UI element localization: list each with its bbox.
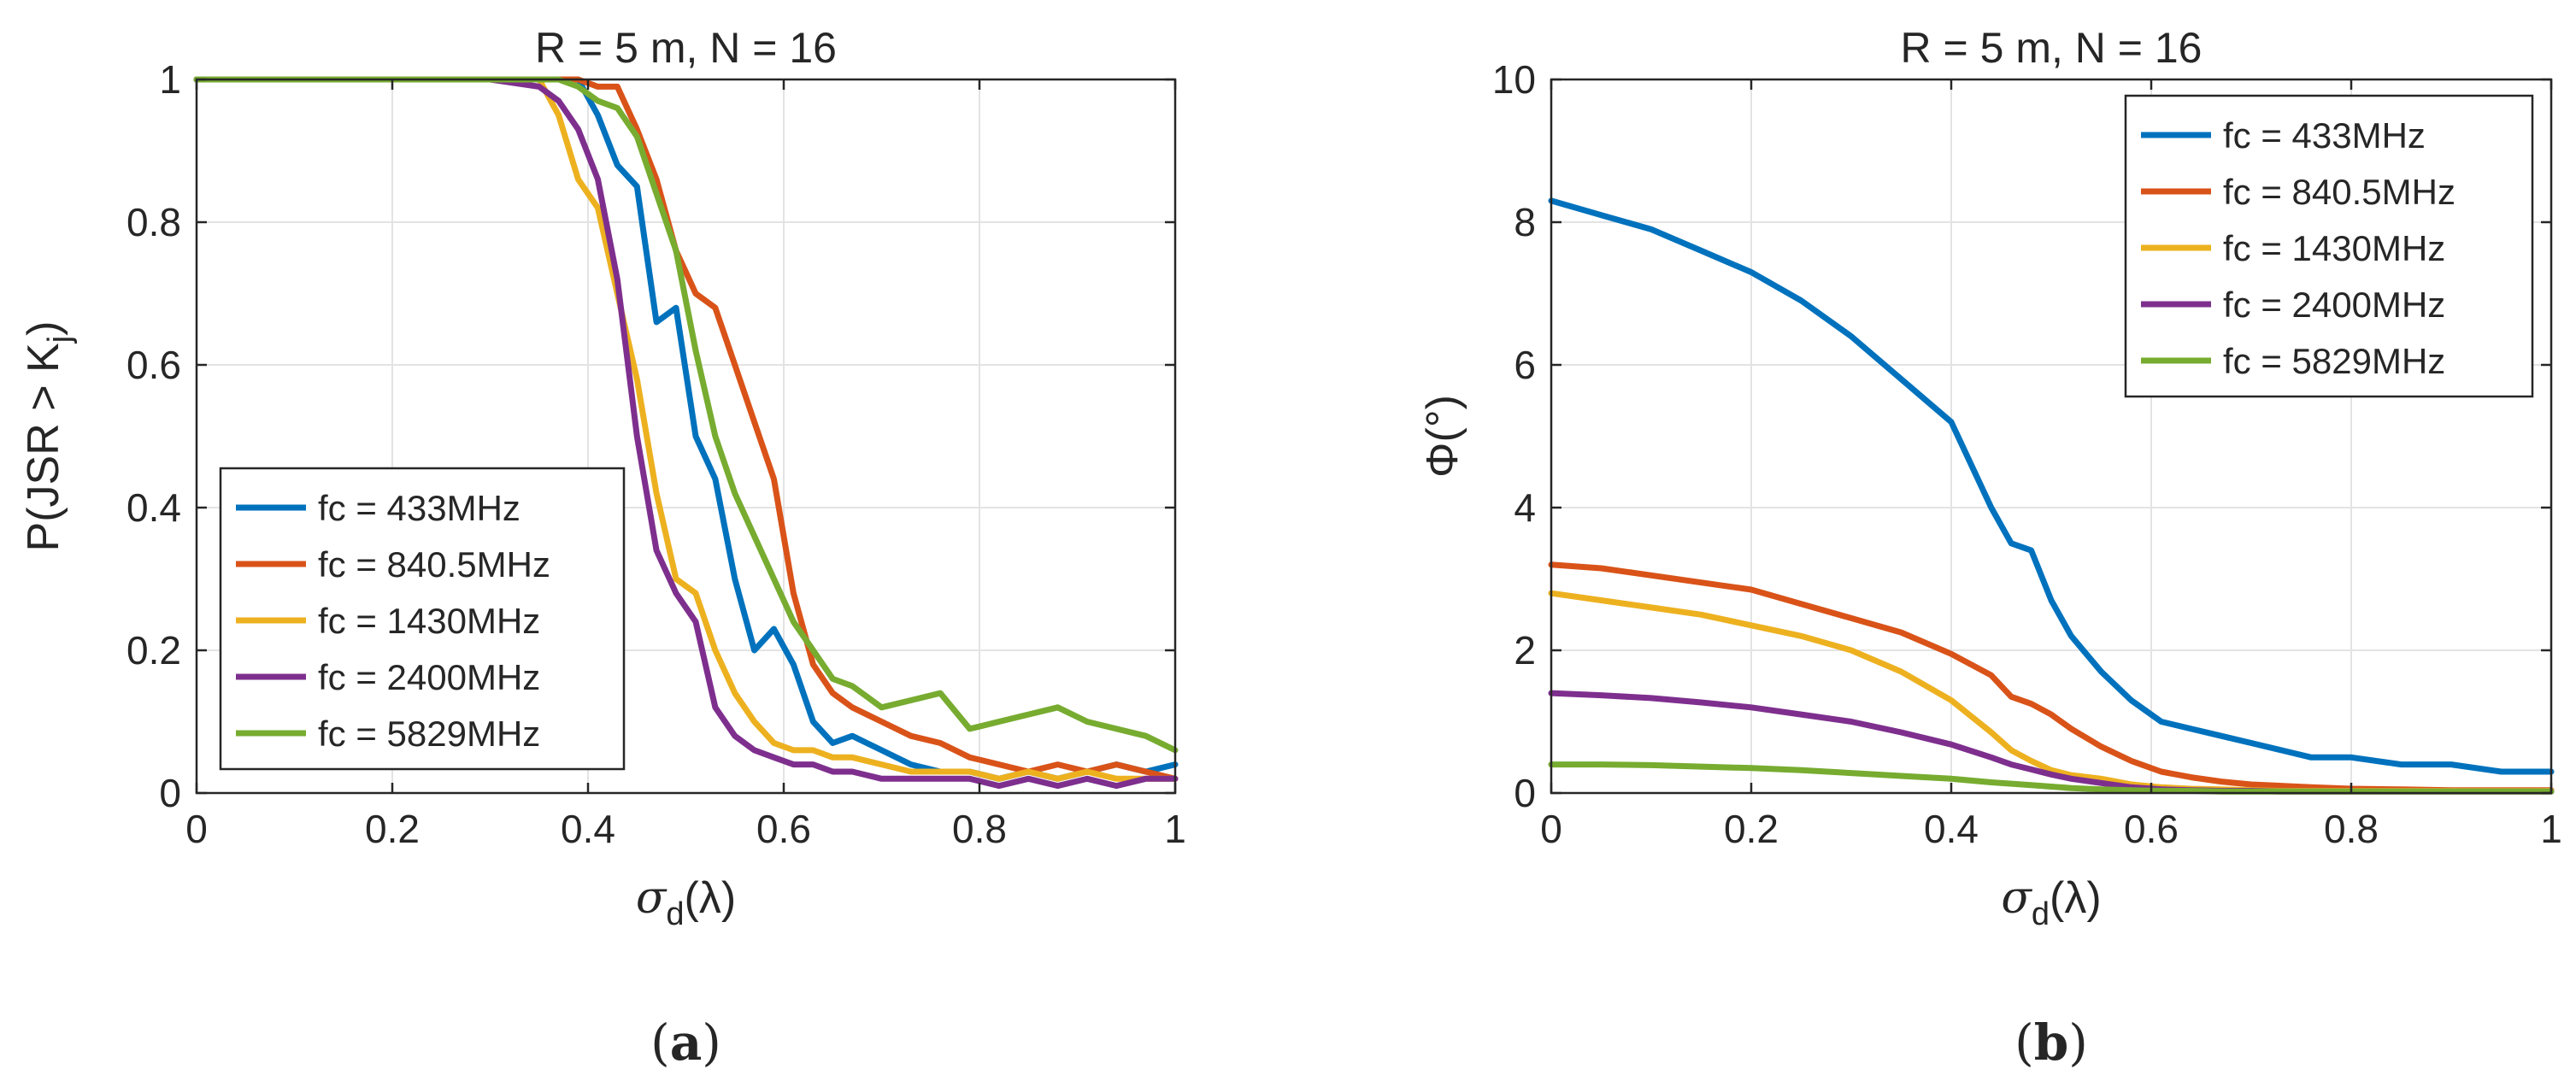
y-axis-label-main: P(JSR > K xyxy=(19,343,68,551)
panel-label-open: ( xyxy=(650,1013,670,1072)
series-lines xyxy=(1548,197,2555,795)
y-tick-label: 0 xyxy=(1514,771,1536,815)
legend-entry-2: fc = 1430MHz xyxy=(2223,228,2445,268)
series-line-4 xyxy=(1548,761,2555,795)
x-axis-label-rest: (λ) xyxy=(2050,873,2102,923)
y-axis-label-subscript: j xyxy=(42,336,78,344)
y-tick-label: 8 xyxy=(1514,200,1536,244)
x-tick-label: 0 xyxy=(1540,807,1562,851)
y-tick-label: 6 xyxy=(1514,343,1536,387)
y-tick-label: 0.8 xyxy=(126,200,181,244)
panel-label-open: ( xyxy=(2014,1013,2034,1072)
panel-label-close: ) xyxy=(702,1013,721,1072)
legend-entry-3: fc = 2400MHz xyxy=(318,657,540,697)
x-tick-label: 0 xyxy=(185,807,208,851)
y-tick-label: 2 xyxy=(1514,628,1536,673)
legend-entry-0: fc = 433MHz xyxy=(318,488,520,528)
y-tick-label: 10 xyxy=(1492,57,1536,102)
y-tick-label: 0.2 xyxy=(126,628,181,673)
legend-entry-0: fc = 433MHz xyxy=(2223,115,2426,156)
x-tick-label: 0.4 xyxy=(1924,807,1979,851)
legend-entry-2: fc = 1430MHz xyxy=(318,601,540,641)
panel-label-letter: b xyxy=(2034,1013,2069,1072)
chart-title: R = 5 m, N = 16 xyxy=(535,24,837,72)
x-axis-label-symbol: σ xyxy=(636,872,668,924)
x-tick-label: 0.2 xyxy=(1724,807,1779,851)
legend-entry-1: fc = 840.5MHz xyxy=(318,544,550,585)
y-axis-label: P(JSR > Kj) xyxy=(19,321,78,552)
x-axis-label: σd(λ) xyxy=(636,872,736,932)
panel-label-close: ) xyxy=(2068,1013,2088,1072)
x-axis-label-rest: (λ) xyxy=(685,873,737,923)
x-tick-label: 0.4 xyxy=(561,807,615,851)
axes-box xyxy=(1550,78,2553,795)
y-tick-label: 1 xyxy=(159,57,181,102)
chart-title: R = 5 m, N = 16 xyxy=(1901,24,2203,72)
x-tick-label: 0.6 xyxy=(2124,807,2179,851)
y-tick-label: 4 xyxy=(1514,485,1536,530)
ticks: 0 0.2 0.4 0.6 0.8 1 0 0.2 0.4 0.6 0.8 1 xyxy=(126,57,1186,851)
legend: fc = 433MHz fc = 840.5MHz fc = 1430MHz fc =… xyxy=(2124,94,2534,398)
panel-label-letter: a xyxy=(670,1013,703,1072)
panel-label: (b) xyxy=(2014,1013,2088,1072)
y-axis-label-rest: ) xyxy=(19,321,68,336)
y-axis-label-main: Φ(°) xyxy=(1418,395,1467,478)
x-axis-label: σd(λ) xyxy=(2001,872,2101,932)
x-tick-label: 0.2 xyxy=(365,807,420,851)
y-tick-label: 0.4 xyxy=(126,485,181,530)
legend: fc = 433MHz fc = 840.5MHz fc = 1430MHz fc =… xyxy=(219,467,626,771)
y-tick-label: 0 xyxy=(159,771,181,815)
legend-entry-1: fc = 840.5MHz xyxy=(2223,172,2455,212)
x-tick-label: 0.6 xyxy=(756,807,811,851)
legend-entry-4: fc = 5829MHz xyxy=(2223,341,2445,381)
x-axis-label-subscript: d xyxy=(2032,896,2050,932)
x-tick-label: 0.8 xyxy=(952,807,1007,851)
panel-label: (a) xyxy=(650,1013,721,1072)
series-line-0 xyxy=(1548,197,2555,775)
x-axis-label-symbol: σ xyxy=(2001,872,2032,924)
x-tick-label: 0.8 xyxy=(2324,807,2379,851)
chart-panel-a: 0 0.2 0.4 0.6 0.8 1 0 0.2 0.4 0.6 0.8 1 R = 5 m, N =… xyxy=(19,24,1186,1072)
x-axis-label-subscript: d xyxy=(666,896,684,932)
y-tick-label: 0.6 xyxy=(126,343,181,387)
axes-box xyxy=(195,78,1177,795)
y-axis-label: Φ(°) xyxy=(1418,395,1467,478)
legend-entry-4: fc = 5829MHz xyxy=(318,714,540,754)
x-tick-label: 1 xyxy=(1164,807,1186,851)
x-tick-label: 1 xyxy=(2540,807,2562,851)
legend-entry-3: fc = 2400MHz xyxy=(2223,285,2445,325)
